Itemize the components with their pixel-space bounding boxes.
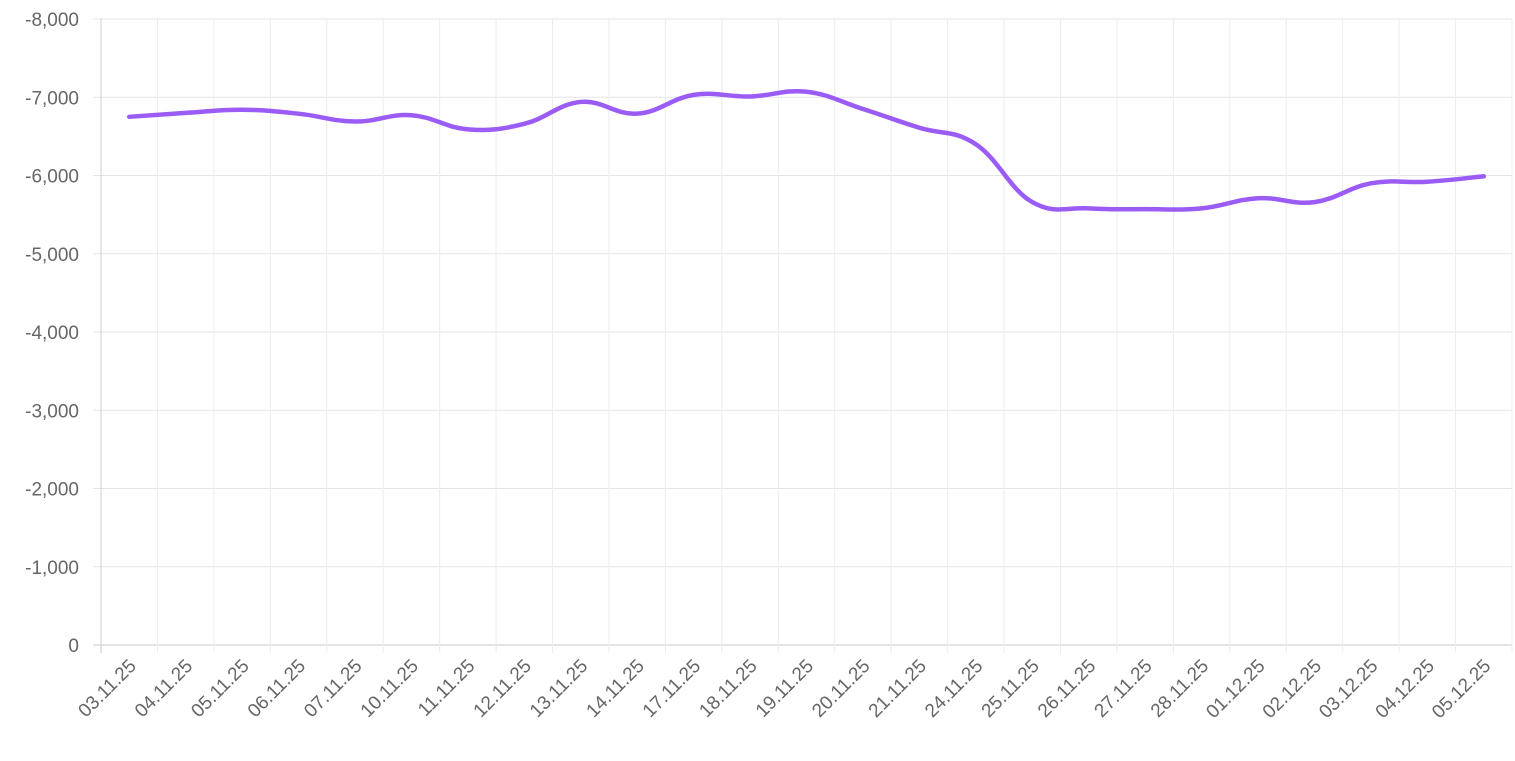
y-tick-label: -1,000 [25,558,79,579]
x-tick-label: 24.11.25 [921,656,987,722]
data-point [353,119,357,123]
y-axis-tick-labels: -8,000 -7,000 -6,000 -5,000 -4,000 -3,000 -2,0… [25,10,79,657]
y-tick-label: -5,000 [25,245,79,266]
data-point [861,107,865,111]
x-tick-label: 14.11.25 [583,656,649,722]
data-point [522,122,526,126]
y-tick-label: -6,000 [25,167,79,188]
grid-lines [93,18,1513,653]
x-axis-tick-labels: 03.11.2504.11.2505.11.2506.11.2507.11.25… [75,656,1496,723]
x-tick-label: 11.11.25 [414,656,479,721]
data-point [409,113,413,117]
series-line [126,88,1487,212]
data-point [1199,206,1203,210]
data-point [1425,180,1429,184]
data-point [240,108,244,112]
x-tick-label: 13.11.25 [526,656,592,722]
x-tick-label: 17.11.25 [639,656,705,722]
data-point [1312,200,1316,204]
x-tick-label: 27.11.25 [1091,656,1157,722]
x-tick-label: 07.11.25 [300,656,366,722]
x-tick-label: 25.11.25 [978,656,1044,722]
x-tick-label: 05.12.25 [1428,656,1495,723]
x-tick-label: 12.11.25 [470,656,536,722]
data-point [748,94,752,98]
x-tick-label: 21.11.25 [865,656,931,722]
data-point [1256,196,1260,200]
data-point [466,127,470,131]
x-tick-label: 02.12.25 [1259,656,1326,723]
data-point [1087,206,1091,210]
data-point [183,111,187,115]
y-tick-label: -3,000 [25,401,79,422]
series-lines [126,88,1487,212]
data-point [917,126,921,130]
data-point [635,111,639,115]
data-point [974,142,978,146]
y-tick-label: -4,000 [25,323,79,344]
data-point [804,90,808,94]
y-tick-label: -8,000 [25,10,79,31]
data-point [1482,174,1486,178]
x-tick-label: 01.12.25 [1202,656,1269,723]
data-point [1030,200,1034,204]
x-tick-label: 03.12.25 [1315,656,1382,723]
data-point [1143,207,1147,211]
x-tick-label: 06.11.25 [244,656,310,722]
x-tick-label: 20.11.25 [808,656,874,722]
x-tick-label: 19.11.25 [752,656,818,722]
x-tick-label: 28.11.25 [1147,656,1213,722]
data-point [296,111,300,115]
x-tick-label: 05.11.25 [187,656,253,722]
x-tick-label: 26.11.25 [1034,656,1100,722]
data-point [691,93,695,97]
y-tick-label: 0 [68,636,79,657]
x-tick-label: 04.11.25 [131,656,197,722]
x-tick-label: 18.11.25 [695,656,761,722]
data-point [579,100,583,104]
x-tick-label: 04.12.25 [1372,656,1439,723]
data-point [127,115,131,119]
x-tick-label: 10.11.25 [357,656,423,722]
x-tick-label: 03.11.25 [75,656,141,722]
y-tick-label: -7,000 [25,88,79,109]
data-point [1369,181,1373,185]
y-tick-label: -2,000 [25,480,79,501]
